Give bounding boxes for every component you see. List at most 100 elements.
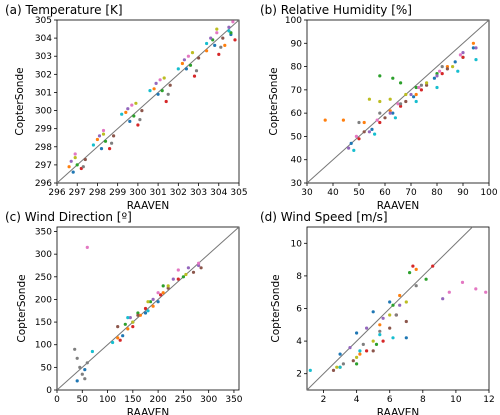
data-point: [184, 67, 188, 71]
data-points: [323, 41, 478, 152]
y-tick-label: 100: [35, 341, 52, 351]
data-point: [435, 85, 439, 90]
data-point: [435, 74, 439, 78]
data-point: [156, 300, 160, 304]
x-tick-label: 6: [387, 395, 393, 405]
data-point: [176, 268, 180, 272]
y-tick-label: 60: [291, 109, 303, 119]
data-point: [484, 290, 488, 294]
data-point: [215, 31, 219, 35]
panel-title: (b) Relative Humidity [%]: [260, 3, 412, 17]
data-point: [388, 313, 392, 317]
data-point: [148, 300, 153, 304]
data-point: [75, 163, 79, 167]
data-point: [116, 325, 120, 329]
data-point: [166, 284, 170, 288]
y-tick-label: 90: [291, 39, 303, 49]
data-point: [425, 83, 429, 87]
x-tick-label: 250: [175, 395, 192, 405]
data-point: [456, 69, 460, 73]
data-point: [453, 60, 457, 64]
x-tick-label: 296: [48, 188, 65, 198]
data-point: [361, 342, 365, 346]
data-point: [111, 340, 115, 345]
data-point: [424, 277, 428, 281]
y-tick-label: 305: [35, 16, 52, 26]
data-point: [95, 137, 99, 142]
data-point: [227, 25, 231, 29]
data-point: [126, 107, 130, 111]
data-point: [69, 159, 73, 163]
data-point: [399, 102, 403, 106]
data-point: [349, 141, 353, 145]
y-tick-label: 8: [296, 272, 302, 282]
data-point: [388, 326, 392, 330]
data-point: [378, 333, 382, 337]
data-point: [97, 134, 102, 138]
data-point: [188, 63, 193, 67]
x-tick-label: 60: [379, 188, 391, 198]
data-point: [471, 46, 475, 50]
y-tick-label: 30: [291, 179, 303, 189]
data-point: [136, 313, 140, 317]
x-tick-label: 200: [150, 395, 167, 405]
data-point: [154, 81, 158, 85]
data-point: [138, 118, 142, 122]
data-point: [460, 280, 465, 284]
panel-title: (c) Wind Direction [º]: [5, 210, 132, 224]
y-tick-label: 300: [35, 107, 52, 117]
data-point: [143, 311, 148, 315]
data-point: [194, 69, 199, 73]
data-point: [205, 49, 209, 53]
data-point: [474, 287, 478, 291]
x-tick-label: 301: [150, 188, 167, 198]
data-point: [160, 89, 164, 93]
data-point: [341, 118, 345, 122]
data-point: [221, 36, 225, 40]
x-axis-ticks: 30 40 50 60 70 80 90 100: [301, 183, 498, 198]
x-tick-label: 10: [450, 395, 462, 405]
data-point: [180, 61, 184, 66]
data-point: [388, 111, 392, 115]
data-point: [101, 128, 106, 133]
data-point: [440, 65, 444, 69]
y-axis-label: CopterSonde: [270, 274, 282, 342]
data-point: [186, 54, 190, 58]
data-point: [231, 20, 235, 24]
data-point: [381, 316, 385, 320]
data-point: [156, 291, 160, 295]
data-point: [101, 132, 106, 136]
data-point: [404, 300, 408, 304]
data-point: [213, 43, 217, 47]
data-point: [445, 65, 449, 69]
y-tick-label: 300: [35, 250, 52, 260]
data-point: [370, 127, 374, 131]
data-point: [391, 336, 395, 340]
data-point: [128, 316, 132, 320]
data-point: [75, 356, 79, 360]
data-point: [441, 297, 445, 301]
y-axis-label: CopterSonde: [268, 67, 280, 135]
data-point: [404, 99, 408, 104]
y-tick-label: 350: [35, 228, 52, 238]
data-point: [378, 120, 382, 125]
data-point: [123, 322, 127, 326]
data-point: [176, 277, 180, 281]
x-tick-label: 297: [69, 188, 86, 198]
data-point: [388, 300, 392, 304]
y-tick-label: 304: [35, 34, 52, 44]
y-tick-label: 2: [296, 370, 302, 380]
data-point: [112, 134, 116, 138]
data-point: [393, 116, 397, 120]
data-point: [451, 65, 455, 69]
data-point: [138, 313, 142, 317]
data-point: [371, 310, 375, 314]
panel-wind-speed: (d) Wind Speed [m/s] 2 4 6 8 10 12 2 4 6 8 10 RAA…: [260, 210, 495, 415]
data-point: [131, 320, 135, 324]
data-point: [136, 311, 140, 315]
data-point: [209, 36, 213, 40]
data-point: [197, 261, 201, 265]
y-tick-label: 50: [41, 363, 53, 373]
data-point: [414, 92, 418, 97]
